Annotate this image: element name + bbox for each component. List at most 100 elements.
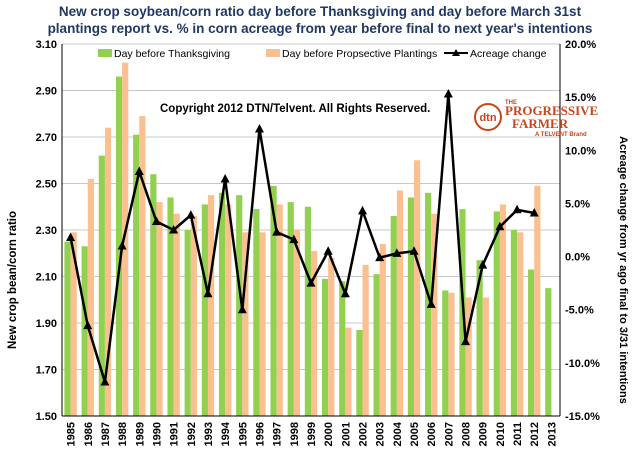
x-tick-label: 2001 (340, 422, 352, 446)
bar-plantings (414, 160, 421, 416)
acreage-change-point (289, 234, 299, 244)
axes (61, 44, 561, 417)
bar-thanksgiving (253, 209, 260, 416)
chart-title-line-2: plantings report vs. % in corn acreage f… (48, 21, 593, 36)
bar-plantings (448, 292, 455, 416)
bar-plantings (362, 264, 369, 416)
bar-thanksgiving (425, 192, 432, 416)
bar-plantings (190, 216, 197, 416)
bar-thanksgiving (81, 246, 88, 416)
bar-thanksgiving (373, 274, 380, 416)
y-right-tick-label: 20.0% (565, 39, 596, 51)
acreage-change-line (69, 93, 535, 383)
acreage-change-point (443, 88, 453, 98)
chart-title-line-1: New crop soybean/corn ratio day before T… (59, 4, 582, 19)
x-tick-label: 2006 (426, 422, 438, 446)
bar-thanksgiving (390, 216, 397, 416)
bar-plantings (311, 250, 318, 416)
bar-plantings (465, 297, 472, 416)
bar-plantings (259, 232, 266, 416)
acreage-change-point (529, 207, 539, 217)
x-tick-label: 1988 (117, 422, 129, 446)
logo-the: THE (505, 100, 517, 106)
bar-thanksgiving (493, 211, 500, 416)
bar-marks (64, 62, 552, 417)
bar-thanksgiving (287, 202, 294, 416)
line-marks (66, 88, 539, 386)
x-tick-label: 1999 (306, 422, 318, 446)
legend-swatch-plantings (266, 49, 280, 57)
bar-plantings (156, 202, 163, 416)
bar-thanksgiving (64, 241, 71, 416)
bar-thanksgiving (442, 290, 449, 416)
acreage-change-point (203, 288, 213, 298)
y-right-tick-label: 0.0% (565, 252, 590, 264)
bar-plantings (431, 213, 438, 416)
y-left-tick-label: 2.30 (36, 225, 57, 237)
y-right-tick-label: -15.0% (565, 411, 600, 423)
logo-progressive: PROGRESSIVE (505, 103, 598, 118)
legend-swatch-thanksgiving (98, 49, 112, 57)
x-tick-label: 1997 (272, 422, 284, 446)
x-tick-label: 2007 (443, 422, 455, 446)
x-tick-label: 2000 (323, 422, 335, 446)
x-tick-label: 2003 (375, 422, 387, 446)
x-tick-label: 1991 (169, 422, 181, 446)
x-tick-label: 1993 (203, 422, 215, 446)
acreage-change-point (83, 320, 93, 330)
bar-thanksgiving (201, 204, 208, 416)
bar-plantings (173, 213, 180, 416)
x-tick-label: 1998 (289, 422, 301, 446)
y-left-tick-label: 1.50 (36, 411, 57, 423)
bar-thanksgiving (133, 134, 140, 417)
bar-thanksgiving (218, 192, 226, 416)
acreage-change-point (340, 288, 350, 298)
acreage-change-point (323, 246, 333, 255)
legend-label-thanksgiving: Day before Thanksgiving (114, 48, 230, 60)
legend: Day before Thanksgiving Day before Props… (98, 48, 547, 60)
bar-thanksgiving (115, 76, 123, 417)
bar-plantings (276, 204, 283, 416)
x-tick-label: 1990 (151, 422, 163, 446)
acreage-change-point (306, 278, 316, 287)
bar-plantings (139, 116, 146, 416)
bar-thanksgiving (270, 185, 277, 416)
dtn-progressive-farmer-logo: dtn THE PROGRESSIVE FARMER A TELVENT Bra… (474, 100, 598, 138)
acreage-change-point (409, 246, 419, 255)
x-tick-label: 2004 (392, 421, 404, 446)
y-left-tick-label: 3.10 (36, 39, 57, 51)
acreage-change-point (358, 205, 368, 215)
x-tick-label: 1992 (186, 422, 198, 446)
y-left-tick-label: 1.90 (36, 318, 57, 330)
y-axis-right-label: Acreage change from yr ago final to 3/31… (617, 136, 629, 404)
bar-thanksgiving (98, 155, 105, 416)
bar-thanksgiving (510, 230, 518, 416)
bar-thanksgiving (321, 278, 329, 416)
acreage-change-point (512, 204, 522, 214)
bar-plantings (345, 327, 352, 416)
bar-plantings (517, 232, 524, 416)
bar-plantings (87, 178, 94, 416)
y-right-tick-label: -5.0% (565, 305, 594, 317)
acreage-change-point (151, 216, 161, 225)
tick-labels: 1.50 1.70 1.90 2.10 2.30 2.50 2.70 2.90 3.10 -15.… (36, 39, 600, 446)
logo-mark: dtn (479, 112, 496, 124)
y-left-tick-label: 2.10 (36, 272, 57, 284)
bar-plantings (242, 232, 249, 416)
y-left-tick-label: 2.90 (36, 86, 57, 98)
acreage-change-point (392, 248, 402, 257)
logo-farmer: FARMER (512, 116, 569, 131)
acreage-change-point (117, 240, 127, 250)
acreage-change-point (478, 260, 488, 269)
bar-thanksgiving (304, 206, 311, 416)
bar-plantings (328, 257, 335, 416)
acreage-change-point (461, 336, 471, 346)
bar-thanksgiving (476, 260, 483, 416)
bar-thanksgiving (150, 174, 157, 416)
y-left-tick-label: 2.70 (36, 132, 57, 144)
bar-thanksgiving (236, 195, 243, 416)
legend-marker-acreage (452, 49, 460, 56)
y-right-tick-label: 15.0% (565, 92, 596, 104)
bar-thanksgiving (356, 329, 363, 416)
